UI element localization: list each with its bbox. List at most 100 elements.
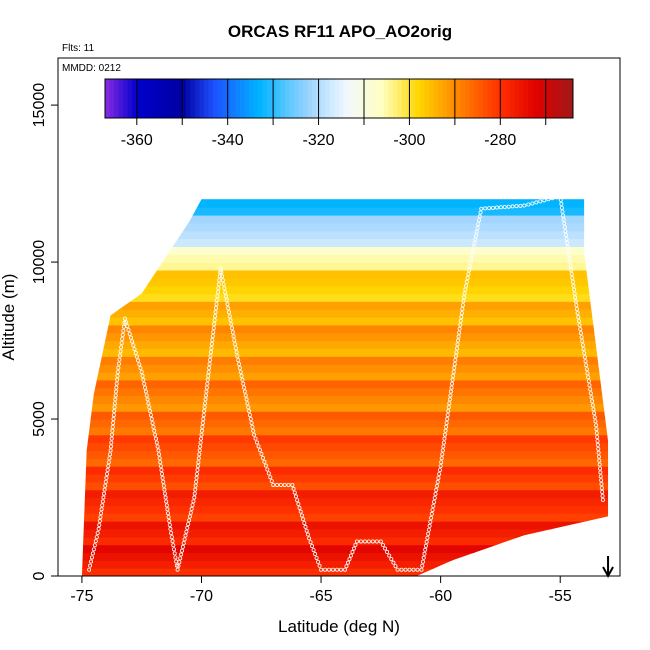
heatmap-band: [81, 238, 609, 247]
track-point: [440, 448, 445, 453]
track-point: [483, 206, 488, 211]
track-point: [446, 409, 451, 414]
colorbar-cell: [532, 79, 538, 118]
track-point: [290, 482, 295, 487]
track-point: [194, 475, 199, 480]
track-point: [233, 342, 238, 347]
colorbar-cell: [546, 79, 551, 118]
track-point: [423, 547, 428, 552]
heatmap-band: [81, 332, 609, 342]
track-point: [403, 567, 408, 572]
track-point: [187, 514, 192, 519]
track-point: [522, 203, 527, 208]
track-point: [567, 256, 572, 261]
track-point: [428, 519, 433, 524]
track-point: [395, 567, 400, 572]
track-point: [230, 330, 235, 335]
track-point: [581, 347, 586, 352]
track-point: [130, 339, 135, 344]
colorbar-cell: [118, 79, 124, 118]
track-point: [310, 544, 315, 549]
track-point: [117, 357, 122, 362]
track-point: [257, 448, 262, 453]
track-point: [569, 272, 574, 277]
colorbar-cell: [154, 79, 160, 118]
track-point: [378, 539, 383, 544]
track-point: [594, 431, 599, 436]
track-point: [255, 440, 260, 445]
colorbar-cell: [487, 79, 493, 118]
track-point: [237, 362, 242, 367]
track-point: [464, 279, 469, 284]
colorbar-cell: [141, 79, 146, 118]
track-point: [335, 567, 340, 572]
track-point: [439, 460, 444, 465]
track-point: [286, 482, 291, 487]
track-point: [443, 428, 448, 433]
track-point: [161, 479, 166, 484]
track-point: [596, 450, 601, 455]
track-point: [585, 371, 590, 376]
colorbar: -360 -340 -320 -300 -280: [104, 78, 574, 149]
track-point: [142, 381, 147, 386]
track-point: [586, 379, 591, 384]
colorbar-cell: [411, 79, 416, 118]
heatmap-band: [81, 466, 609, 475]
track-point: [249, 420, 254, 425]
track-point: [574, 307, 579, 312]
track-point: [234, 350, 239, 355]
track-point: [186, 522, 191, 527]
colorbar-cell: [186, 79, 191, 118]
x-tick-label: -75: [70, 588, 93, 605]
colorbar-cell: [307, 79, 313, 118]
track-point: [115, 373, 120, 378]
track-point: [171, 547, 176, 552]
track-point: [203, 393, 208, 398]
colorbar-cell: [528, 79, 533, 118]
track-point: [113, 389, 118, 394]
track-point: [448, 389, 453, 394]
track-point: [459, 314, 464, 319]
track-point: [219, 270, 224, 275]
track-point: [239, 373, 244, 378]
colorbar-cell: [132, 79, 137, 118]
track-point: [460, 303, 465, 308]
track-point: [600, 490, 605, 495]
track-point: [166, 511, 171, 516]
colorbar-cell: [388, 79, 394, 118]
track-point: [426, 527, 431, 532]
track-point: [311, 548, 316, 553]
track-point: [584, 367, 589, 372]
colorbar-cell: [447, 79, 452, 118]
track-point: [102, 491, 107, 496]
track-point: [563, 229, 568, 234]
track-point: [211, 326, 216, 331]
heatmap-band: [81, 254, 609, 263]
track-point: [438, 464, 443, 469]
heatmap-band: [81, 442, 609, 452]
track-point: [180, 544, 185, 549]
track-point: [580, 343, 585, 348]
track-point: [199, 432, 204, 437]
colorbar-cell: [136, 79, 142, 118]
track-point: [95, 530, 100, 535]
track-point: [534, 200, 539, 205]
track-point: [454, 346, 459, 351]
track-point: [317, 563, 322, 568]
track-point: [205, 377, 210, 382]
track-point: [449, 385, 454, 390]
track-point: [216, 286, 221, 291]
colorbar-cell: [343, 79, 349, 118]
track-point: [213, 310, 218, 315]
heatmap-band: [81, 505, 609, 514]
track-point: [419, 567, 424, 572]
track-point: [88, 563, 93, 568]
track-point: [570, 279, 575, 284]
track-point: [248, 417, 253, 422]
track-point: [471, 245, 476, 250]
colorbar-cell: [294, 79, 299, 118]
track-point: [444, 420, 449, 425]
track-point: [265, 467, 270, 472]
x-tick-label: -55: [549, 588, 572, 605]
track-point: [189, 506, 194, 511]
